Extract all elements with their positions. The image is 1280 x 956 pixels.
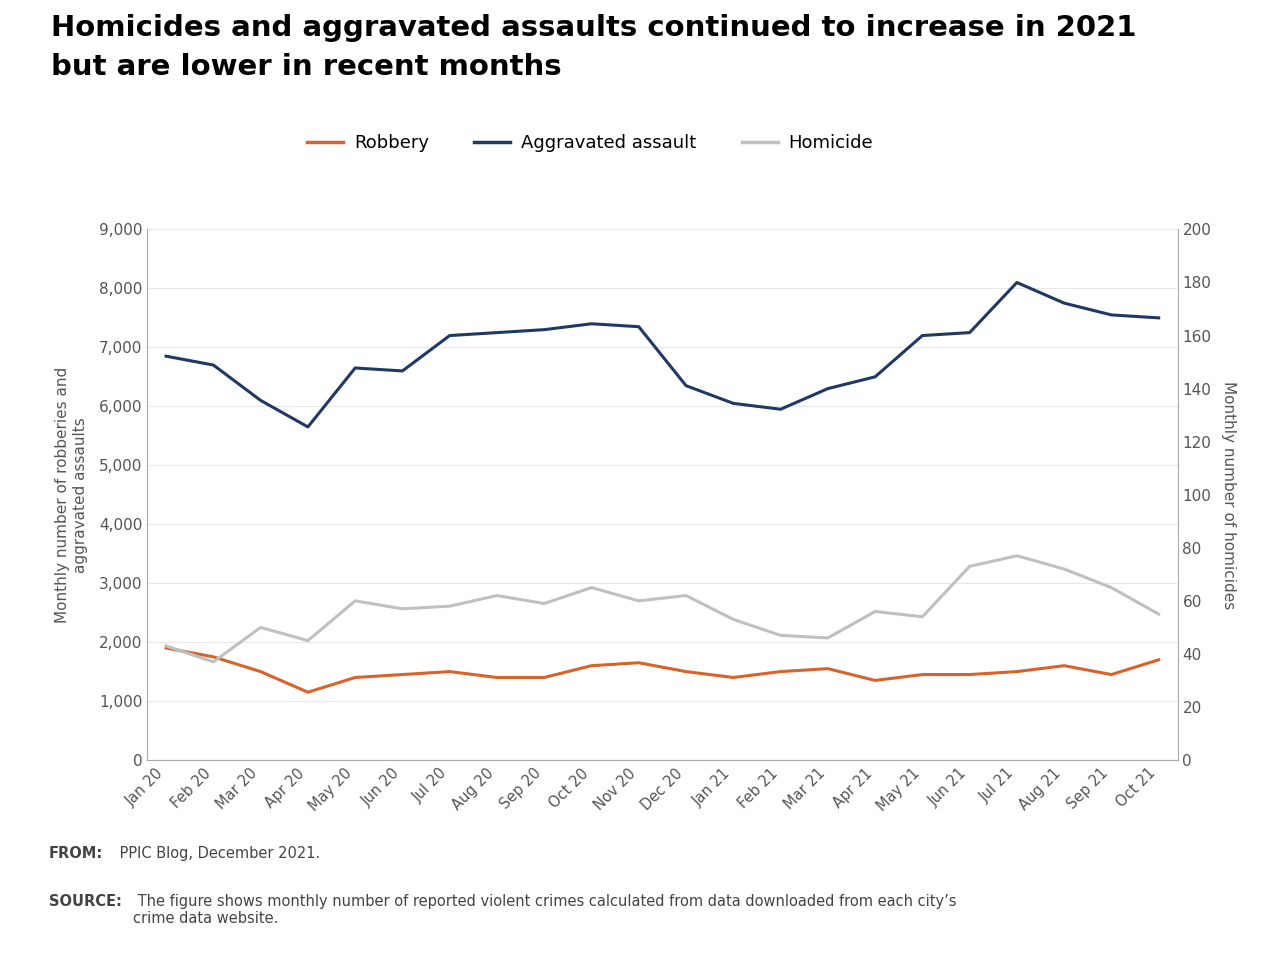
Homicide	[678, 590, 694, 601]
Homicide	[442, 600, 457, 612]
Homicide	[394, 603, 410, 615]
Aggravated assault	[915, 330, 931, 341]
Aggravated assault	[301, 422, 316, 433]
Text: Homicides and aggravated assaults continued to increase in 2021: Homicides and aggravated assaults contin…	[51, 14, 1137, 42]
Robbery	[347, 672, 362, 684]
Homicide	[1056, 563, 1071, 575]
Homicide	[347, 595, 362, 607]
Aggravated assault	[631, 321, 646, 333]
Aggravated assault	[347, 362, 362, 374]
Homicide	[726, 614, 741, 625]
Robbery	[1103, 669, 1119, 681]
Robbery	[301, 686, 316, 698]
Homicide	[1151, 608, 1166, 619]
Homicide	[584, 582, 599, 594]
Aggravated assault	[868, 371, 883, 382]
Text: PPIC Blog, December 2021.: PPIC Blog, December 2021.	[115, 846, 320, 860]
Robbery	[536, 672, 552, 684]
Robbery	[489, 672, 504, 684]
Robbery	[915, 669, 931, 681]
Homicide	[159, 641, 174, 652]
Aggravated assault	[1009, 276, 1024, 288]
Aggravated assault	[963, 327, 978, 338]
Robbery	[394, 669, 410, 681]
Line: Aggravated assault: Aggravated assault	[166, 282, 1158, 427]
Homicide	[1009, 550, 1024, 561]
Line: Robbery: Robbery	[166, 648, 1158, 692]
Homicide	[489, 590, 504, 601]
Robbery	[1056, 660, 1071, 671]
Homicide	[206, 656, 221, 667]
Text: but are lower in recent months: but are lower in recent months	[51, 53, 562, 80]
Homicide	[820, 632, 836, 643]
Aggravated assault	[584, 318, 599, 330]
Robbery	[868, 675, 883, 686]
Homicide	[536, 598, 552, 609]
Robbery	[631, 657, 646, 668]
Homicide	[773, 630, 788, 641]
Aggravated assault	[394, 365, 410, 377]
Robbery	[253, 666, 269, 678]
Aggravated assault	[159, 351, 174, 362]
Text: SOURCE:: SOURCE:	[49, 894, 122, 909]
Aggravated assault	[773, 403, 788, 415]
Aggravated assault	[726, 398, 741, 409]
Aggravated assault	[206, 359, 221, 371]
Homicide	[868, 606, 883, 618]
Homicide	[915, 611, 931, 622]
Aggravated assault	[1056, 297, 1071, 309]
Robbery	[820, 663, 836, 674]
Robbery	[773, 666, 788, 678]
Homicide	[253, 621, 269, 633]
Robbery	[726, 672, 741, 684]
Homicide	[631, 595, 646, 607]
Robbery	[678, 666, 694, 678]
Robbery	[584, 660, 599, 671]
Aggravated assault	[536, 324, 552, 336]
Homicide	[301, 635, 316, 646]
Text: FROM:: FROM:	[49, 846, 102, 860]
Aggravated assault	[253, 395, 269, 406]
Robbery	[1151, 654, 1166, 665]
Aggravated assault	[678, 380, 694, 391]
Robbery	[159, 642, 174, 654]
Aggravated assault	[1103, 309, 1119, 320]
Aggravated assault	[489, 327, 504, 338]
Robbery	[206, 651, 221, 663]
Aggravated assault	[1151, 312, 1166, 323]
Legend: Robbery, Aggravated assault, Homicide: Robbery, Aggravated assault, Homicide	[300, 127, 881, 160]
Robbery	[963, 669, 978, 681]
Text: The figure shows monthly number of reported violent crimes calculated from data : The figure shows monthly number of repor…	[133, 894, 956, 926]
Robbery	[1009, 666, 1024, 678]
Robbery	[442, 666, 457, 678]
Aggravated assault	[442, 330, 457, 341]
Y-axis label: Monthly number of robberies and
aggravated assaults: Monthly number of robberies and aggravat…	[55, 366, 88, 623]
Aggravated assault	[820, 382, 836, 394]
Y-axis label: Monthly number of homicides: Monthly number of homicides	[1221, 380, 1236, 609]
Homicide	[963, 560, 978, 572]
Line: Homicide: Homicide	[166, 555, 1158, 662]
Homicide	[1103, 582, 1119, 594]
